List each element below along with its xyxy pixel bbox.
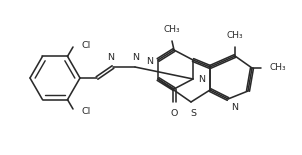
Text: CH₃: CH₃ [227,31,243,40]
Text: N: N [108,53,114,62]
Text: Cl: Cl [82,106,91,115]
Text: CH₃: CH₃ [269,64,286,73]
Text: O: O [170,109,178,118]
Text: N: N [133,53,140,62]
Text: CH₃: CH₃ [164,25,180,34]
Text: N: N [231,103,238,112]
Text: Cl: Cl [82,40,91,49]
Text: N: N [198,75,205,84]
Text: S: S [190,109,196,118]
Text: N: N [146,57,153,66]
